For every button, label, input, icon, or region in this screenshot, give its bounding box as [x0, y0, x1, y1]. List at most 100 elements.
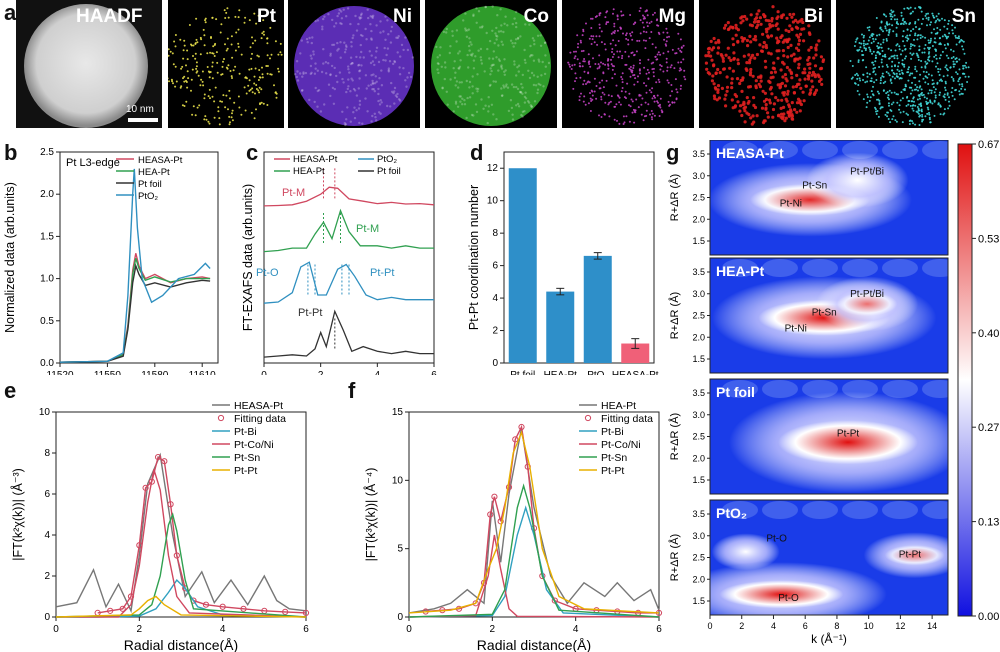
element-dot: [774, 96, 778, 100]
element-dot: [716, 88, 720, 92]
element-dot: [519, 91, 523, 94]
element-dot: [569, 65, 571, 68]
element-dot: [488, 84, 492, 88]
element-dot: [901, 71, 904, 74]
element-dot: [496, 35, 499, 38]
element-dot: [934, 37, 936, 40]
element-dot: [191, 113, 194, 116]
y-tick-label: 1.5: [692, 475, 705, 485]
element-dot: [583, 58, 586, 60]
element-dot: [621, 57, 623, 60]
element-dot: [379, 99, 382, 102]
element-dot: [790, 27, 794, 32]
element-dot: [734, 33, 738, 37]
element-dot: [645, 91, 648, 94]
element-dot: [612, 39, 615, 42]
element-dot: [384, 59, 387, 62]
element-dot: [927, 52, 930, 55]
fit-marker: [127, 593, 135, 600]
element-dot: [892, 115, 895, 118]
element-dot: [235, 31, 238, 34]
element-dot: [785, 99, 789, 103]
element-dot: [931, 60, 934, 63]
element-dot: [966, 81, 969, 83]
element-dot: [731, 106, 735, 110]
element-dot: [209, 97, 211, 100]
element-dot: [633, 121, 636, 124]
element-dot: [343, 121, 346, 125]
element-dot: [862, 42, 865, 45]
heatmap-ripple: [882, 501, 918, 519]
element-dot: [937, 102, 940, 105]
element-dot: [231, 119, 234, 122]
element-dot: [393, 86, 397, 90]
element-dot: [684, 78, 687, 81]
element-dot: [648, 22, 651, 25]
element-dot: [331, 86, 335, 90]
peak-annotation: Pt-M: [356, 223, 379, 235]
element-dot: [523, 48, 526, 52]
element-dot: [887, 111, 889, 114]
element-dot: [591, 17, 594, 20]
element-dot: [893, 57, 896, 60]
element-dot: [344, 123, 348, 126]
element-dot: [930, 37, 932, 40]
element-dot: [229, 97, 231, 100]
element-dot: [364, 97, 367, 100]
element-dot: [716, 90, 720, 94]
heatmap-peak-label: Pt-Ni: [780, 199, 802, 210]
element-dot: [222, 60, 224, 63]
element-dot: [214, 42, 217, 45]
element-dot: [864, 81, 867, 84]
element-dot: [886, 23, 889, 26]
element-dot: [575, 50, 577, 53]
element-dot: [965, 66, 968, 69]
element-dot: [770, 16, 774, 21]
element-dot: [944, 89, 947, 92]
element-dot: [888, 98, 890, 101]
element-dot: [645, 109, 648, 112]
element-dot: [346, 106, 349, 109]
element-dot: [887, 72, 890, 75]
element-dot: [523, 101, 527, 104]
element-dot: [367, 84, 370, 87]
element-dot: [918, 86, 921, 89]
element-dot: [748, 58, 752, 62]
element-dot: [584, 103, 587, 106]
element-dot: [603, 93, 606, 96]
element-dot: [784, 28, 788, 32]
element-dot: [713, 86, 717, 90]
element-dot: [885, 64, 888, 66]
y-tick-label: 6: [44, 489, 50, 500]
element-dot: [192, 105, 195, 108]
element-dot: [934, 21, 937, 24]
tile-title: Mg: [658, 6, 686, 27]
element-dot: [656, 53, 659, 56]
element-dot: [797, 48, 801, 53]
element-dot: [813, 91, 817, 95]
element-dot: [716, 51, 720, 55]
element-dot: [796, 57, 800, 61]
element-dot: [908, 34, 911, 37]
element-dot: [781, 75, 785, 79]
element-dot: [451, 30, 454, 33]
element-dot: [306, 41, 309, 44]
element-dot: [904, 48, 907, 51]
element-dot: [182, 57, 185, 60]
element-dot: [869, 96, 872, 99]
element-dot: [454, 100, 458, 104]
element-dot: [296, 79, 300, 82]
element-dot: [875, 17, 878, 19]
element-dot: [883, 55, 886, 58]
element-dot: [951, 87, 954, 89]
element-dot: [596, 43, 599, 46]
element-dot: [914, 68, 917, 71]
x-tick-label: 6: [303, 624, 309, 635]
element-dot: [398, 99, 402, 102]
element-dot: [646, 21, 648, 24]
element-dot: [954, 26, 956, 29]
element-dot: [611, 51, 613, 53]
element-dot: [211, 52, 214, 55]
element-dot: [331, 43, 334, 47]
element-dot: [594, 16, 597, 18]
